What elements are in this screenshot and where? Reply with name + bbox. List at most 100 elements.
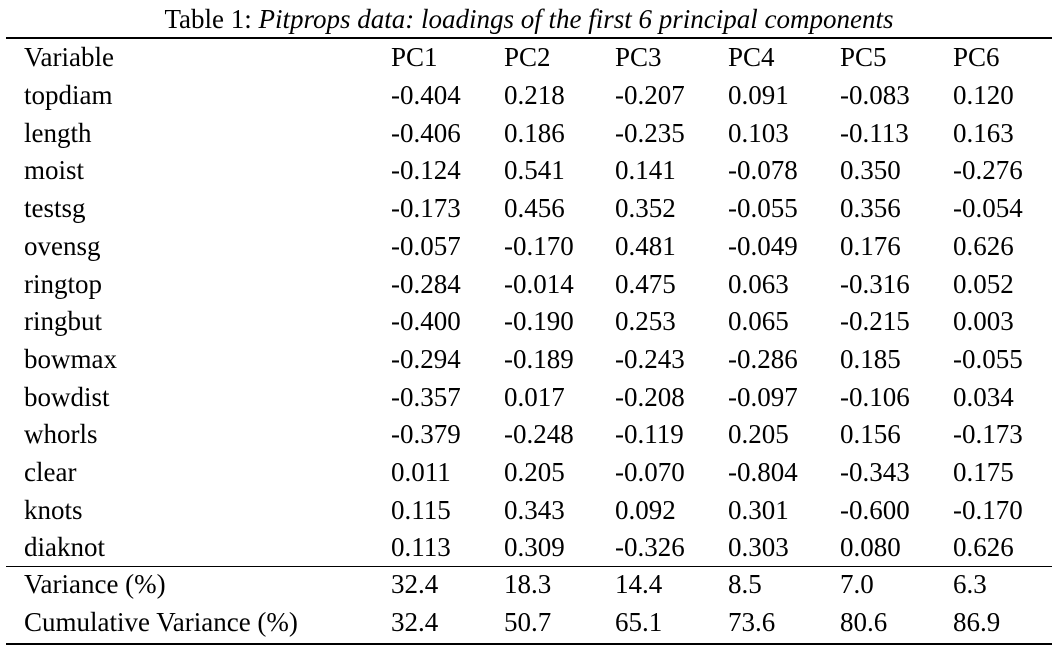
loading-cell: 0.343 [504,494,565,525]
loading-cell: -0.600 [840,494,910,525]
loading-cell: 0.065 [728,306,789,337]
summary-cell: 32.4 [391,569,439,599]
loading-cell: -0.078 [728,155,798,186]
loading-cell: -0.406 [391,117,461,148]
loading-cell: -0.173 [391,193,461,224]
summary-cell: 14.4 [615,569,663,599]
loading-cell: 0.186 [504,117,565,148]
loading-cell: -0.070 [615,457,685,487]
loading-cell: -0.208 [615,381,685,412]
row-label: topdiam [24,80,113,110]
row-label: clear [24,457,77,487]
summary-cell: 7.0 [840,569,874,599]
header-cell: PC2 [504,42,551,72]
loading-cell: 0.475 [615,268,676,299]
loading-cell: -0.316 [840,268,910,299]
summary-cell: 32.4 [391,606,439,637]
loading-cell: -0.286 [728,343,798,374]
loading-cell: -0.055 [953,343,1023,374]
row-label: ringtop [24,268,102,299]
table-caption: Table 1: Pitprops data: loadings of the … [0,4,1058,34]
loading-cell: -0.276 [953,155,1023,186]
loading-cell: -0.173 [953,419,1023,450]
loading-cell: 0.626 [953,230,1014,261]
loading-cell: -0.400 [391,306,461,337]
loading-cell: 0.163 [953,117,1014,148]
loading-cell: 0.156 [840,419,901,450]
summary-cell: 18.3 [504,569,552,599]
loading-cell: 0.350 [840,155,901,186]
loading-cell: 0.253 [615,306,676,337]
loading-cell: 0.103 [728,117,789,148]
row-label: whorls [24,419,98,450]
loading-cell: -0.284 [391,268,461,299]
loading-cell: -0.097 [728,381,798,412]
header-cell: PC3 [615,42,662,72]
loading-cell: -0.124 [391,155,461,186]
loading-cell: 0.120 [953,80,1014,110]
header-cell: PC5 [840,42,887,72]
summary-cell: 86.9 [953,606,1001,637]
summary-cell: 65.1 [615,606,663,637]
loading-cell: -0.243 [615,343,685,374]
row-label: bowdist [24,381,110,412]
summary-label: Cumulative Variance (%) [24,606,298,637]
loading-cell: 0.205 [504,457,565,487]
loading-cell: -0.083 [840,80,910,110]
summary-cell: 50.7 [504,606,552,637]
loading-cell: 0.218 [504,80,565,110]
loading-cell: -0.054 [953,193,1023,224]
loading-cell: -0.215 [840,306,910,337]
loading-cell: -0.014 [504,268,574,299]
loading-cell: -0.190 [504,306,574,337]
loading-cell: 0.309 [504,532,565,563]
summary-cell: 8.5 [728,569,762,599]
row-label: testsg [24,193,86,224]
header-cell: PC4 [728,42,775,72]
loading-cell: -0.057 [391,230,461,261]
loading-cell: 0.011 [391,457,451,487]
loading-cell: -0.207 [615,80,685,110]
loading-cell: 0.352 [615,193,676,224]
loading-cell: 0.205 [728,419,789,450]
row-label: diaknot [24,532,105,563]
loading-cell: 0.115 [391,494,451,525]
summary-cell: 73.6 [728,606,776,637]
loading-cell: -0.055 [728,193,798,224]
summary-label: Variance (%) [24,569,166,599]
loading-cell: 0.301 [728,494,789,525]
loading-cell: -0.404 [391,80,461,110]
mid-rule [6,566,1052,567]
loading-cell: 0.356 [840,193,901,224]
loading-cell: -0.189 [504,343,574,374]
loading-cell: -0.119 [615,419,684,450]
loading-cell: -0.049 [728,230,798,261]
loading-cell: 0.175 [953,457,1014,487]
loading-cell: 0.034 [953,381,1014,412]
loading-cell: -0.235 [615,117,685,148]
loading-cell: -0.804 [728,457,798,487]
caption-text: Pitprops data: loadings of the first 6 p… [258,4,894,34]
top-rule [6,37,1052,39]
row-label: ringbut [24,306,102,337]
loading-cell: 0.541 [504,155,565,186]
loading-cell: 0.456 [504,193,565,224]
row-label: bowmax [24,343,117,374]
loading-cell: 0.626 [953,532,1014,563]
loading-cell: 0.141 [615,155,676,186]
caption-label: Table 1: [164,4,252,34]
loading-cell: 0.003 [953,306,1014,337]
row-label: moist [24,155,85,186]
loading-cell: 0.113 [391,532,451,563]
loading-cell: -0.326 [615,532,685,563]
row-label: knots [24,494,83,525]
loading-cell: 0.080 [840,532,901,563]
summary-cell: 80.6 [840,606,888,637]
header-cell: PC1 [391,42,438,72]
loading-cell: -0.294 [391,343,461,374]
loading-cell: -0.170 [953,494,1023,525]
row-label: ovensg [24,230,101,261]
loading-cell: 0.063 [728,268,789,299]
loading-cell: -0.379 [391,419,461,450]
